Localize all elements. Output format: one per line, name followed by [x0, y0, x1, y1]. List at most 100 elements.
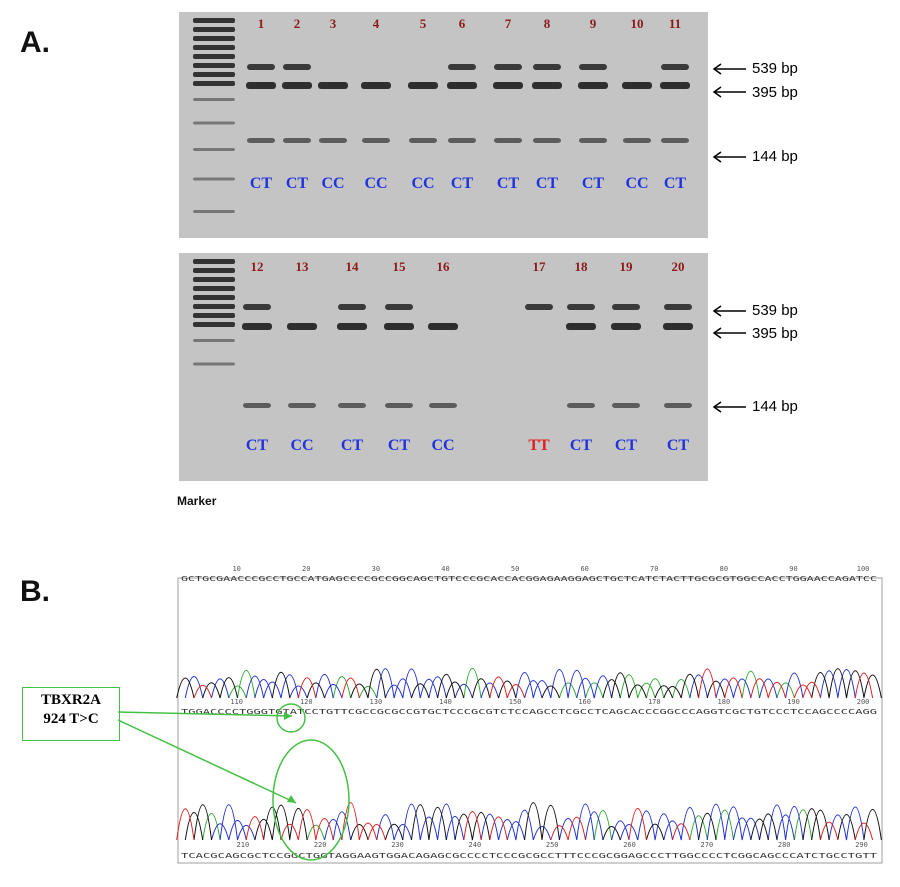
band-144 — [362, 138, 390, 143]
panel-a-label: A. — [20, 26, 50, 59]
band-539 — [283, 64, 311, 70]
position-tick: 50 — [511, 565, 519, 573]
lane-number: 17 — [533, 259, 547, 274]
lane-number: 11 — [669, 16, 681, 31]
band-395 — [318, 82, 348, 89]
trace-A — [202, 809, 813, 841]
band-395 — [337, 323, 367, 330]
position-tick: 160 — [578, 698, 591, 706]
band-144 — [338, 403, 366, 408]
gel-top: 1 CT 2 CT 3 CC 4 CC 5 CC 6 CT 7 CT 8 CT 9 CT 10 CC 11 CT — [179, 12, 708, 238]
lane-genotype: CC — [321, 175, 344, 192]
band-144 — [664, 403, 692, 408]
gel-lane: 9 CT — [578, 16, 608, 192]
gel-lane: 10 CC — [622, 16, 652, 192]
band-144 — [612, 403, 640, 408]
band-144 — [623, 138, 651, 143]
gel-lane: 18 CT — [566, 259, 596, 454]
lane-genotype: CT — [664, 175, 687, 192]
ladder-band — [193, 63, 235, 68]
lane-genotype: CC — [290, 437, 313, 454]
band-539 — [664, 304, 692, 310]
ladder-band — [193, 36, 235, 41]
ladder-band — [193, 313, 235, 318]
band-395 — [282, 82, 312, 89]
gel-lane: 7 CT — [493, 16, 523, 192]
position-tick: 220 — [314, 841, 327, 849]
ladder-band — [193, 148, 235, 151]
ladder-band — [193, 362, 235, 366]
position-tick: 260 — [623, 841, 636, 849]
ladder-band — [193, 54, 235, 59]
band-144 — [283, 138, 311, 143]
lane-genotype: CC — [364, 175, 387, 192]
callout-gene: TBXR2A — [40, 692, 101, 708]
marker-ladder — [193, 259, 235, 366]
lane-genotype: CT — [582, 175, 605, 192]
position-tick: 180 — [718, 698, 731, 706]
lane-number: 8 — [544, 16, 551, 31]
band-539 — [448, 64, 476, 70]
ladder-band — [193, 286, 235, 291]
band-395 — [532, 82, 562, 89]
position-tick: 40 — [441, 565, 449, 573]
ticks-row-2: 110 120 130 140 150 160 170 180 190 200 — [230, 698, 869, 706]
lane-number: 20 — [672, 259, 685, 274]
ladder-band — [193, 322, 235, 327]
ticks-row-1: 10 20 30 40 50 60 70 80 90 100 — [232, 565, 869, 573]
lane-number: 5 — [420, 16, 427, 31]
lane-genotype: CT — [451, 175, 474, 192]
trace-T — [176, 802, 874, 841]
gel-lane: 4 CC — [361, 16, 391, 192]
ladder-band — [193, 121, 235, 125]
position-tick: 130 — [370, 698, 383, 706]
gel-bottom: 12 CT 13 CC 14 CT 15 CT 16 CC 17 TT 18 CT 19 CT 20 CT — [179, 253, 708, 481]
trace-C — [184, 668, 856, 699]
band-539 — [567, 304, 595, 310]
pointer-line-upper — [117, 711, 293, 717]
position-tick: 170 — [648, 698, 661, 706]
ladder-band — [193, 259, 235, 264]
lane-number: 10 — [631, 16, 644, 31]
band-395 — [428, 323, 458, 330]
band-539 — [525, 304, 553, 310]
band-395 — [242, 323, 272, 330]
band-144 — [533, 138, 561, 143]
band-395 — [384, 323, 414, 330]
mutation-callout: TBXR2A 924 T>C — [22, 687, 120, 741]
position-tick: 30 — [372, 565, 380, 573]
gel-lane: 1 CT — [246, 16, 276, 192]
base-sequence: TGGACCCCTGGGTGTATCCTGTTCGCCGCGCCGTGCTCCC… — [181, 707, 877, 716]
arrow-539-bottom-icon — [712, 305, 746, 317]
lane-number: 14 — [346, 259, 360, 274]
position-tick: 110 — [230, 698, 243, 706]
band-144 — [247, 138, 275, 143]
position-tick: 240 — [469, 841, 482, 849]
band-label-539-bottom: 539 bp — [752, 302, 798, 319]
band-label-539-top: 539 bp — [752, 60, 798, 77]
marker-ladder — [193, 18, 235, 213]
ladder-band — [193, 177, 235, 181]
ladder-band — [193, 295, 235, 300]
lane-genotype: CT — [536, 175, 559, 192]
ladder-band — [193, 27, 235, 32]
position-tick: 140 — [439, 698, 452, 706]
lane-genotype: CT — [570, 437, 593, 454]
position-tick: 280 — [778, 841, 791, 849]
band-144 — [448, 138, 476, 143]
band-144 — [579, 138, 607, 143]
position-tick: 190 — [787, 698, 800, 706]
ladder-band — [193, 210, 235, 213]
band-395 — [578, 82, 608, 89]
ladder-band — [193, 81, 235, 86]
gel-lane: 6 CT — [447, 16, 477, 192]
gel-lane: 3 CC — [318, 16, 348, 192]
highlight-circle-small — [276, 703, 306, 733]
gel-lane: 19 CT — [611, 259, 641, 454]
position-tick: 70 — [650, 565, 658, 573]
lane-genotype: CT — [497, 175, 520, 192]
gel-lane: 5 CC — [408, 16, 438, 192]
band-label-144-bottom: 144 bp — [752, 398, 798, 415]
band-395 — [493, 82, 523, 89]
position-tick: 150 — [509, 698, 522, 706]
